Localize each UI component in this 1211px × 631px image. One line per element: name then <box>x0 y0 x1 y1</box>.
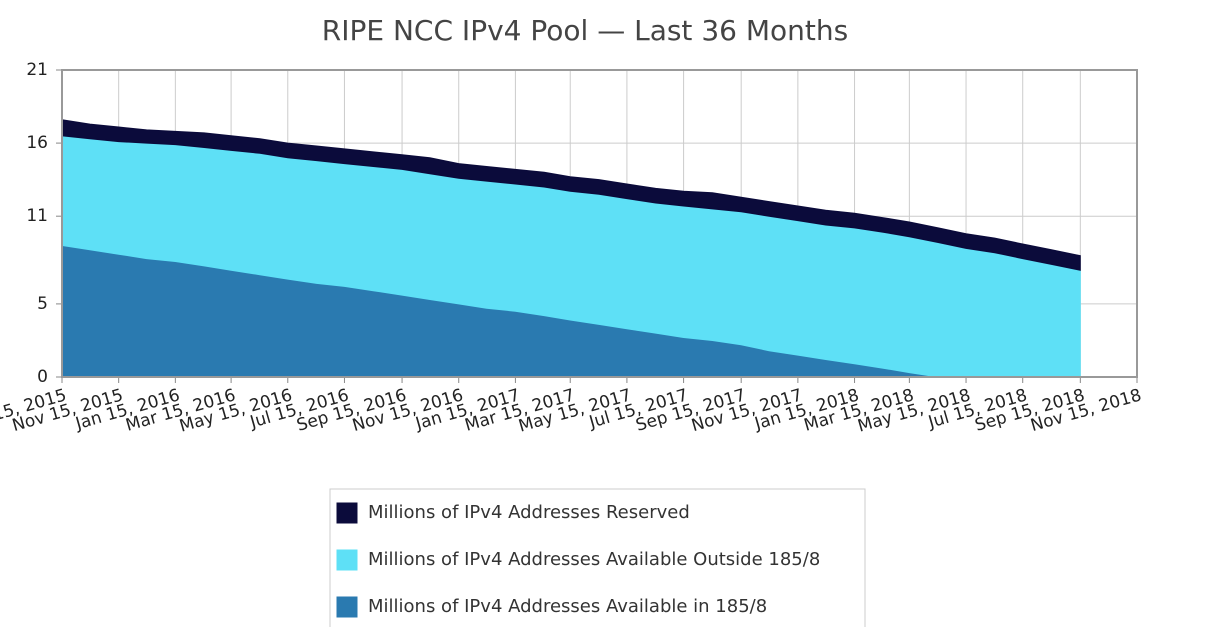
legend-label: Millions of IPv4 Addresses Available in … <box>368 596 767 617</box>
y-tick-label: 5 <box>37 294 48 314</box>
legend-swatch <box>335 548 359 572</box>
legend-label: Millions of IPv4 Addresses Reserved <box>368 502 690 523</box>
plot-frame <box>61 69 1138 378</box>
y-tick-label: 11 <box>26 206 48 226</box>
legend-swatch <box>335 501 359 525</box>
chart-title: RIPE NCC IPv4 Pool — Last 36 Months <box>322 14 848 47</box>
y-tick-label: 0 <box>37 367 48 387</box>
legend-swatch <box>335 595 359 619</box>
legend: Millions of IPv4 Addresses Reserved Milli… <box>329 488 866 630</box>
y-tick-label: 21 <box>26 60 48 80</box>
legend-box <box>329 488 866 630</box>
area <box>61 119 1081 271</box>
y-tick-label: 16 <box>26 133 48 153</box>
legend-label: Millions of IPv4 Addresses Available Out… <box>368 549 820 570</box>
